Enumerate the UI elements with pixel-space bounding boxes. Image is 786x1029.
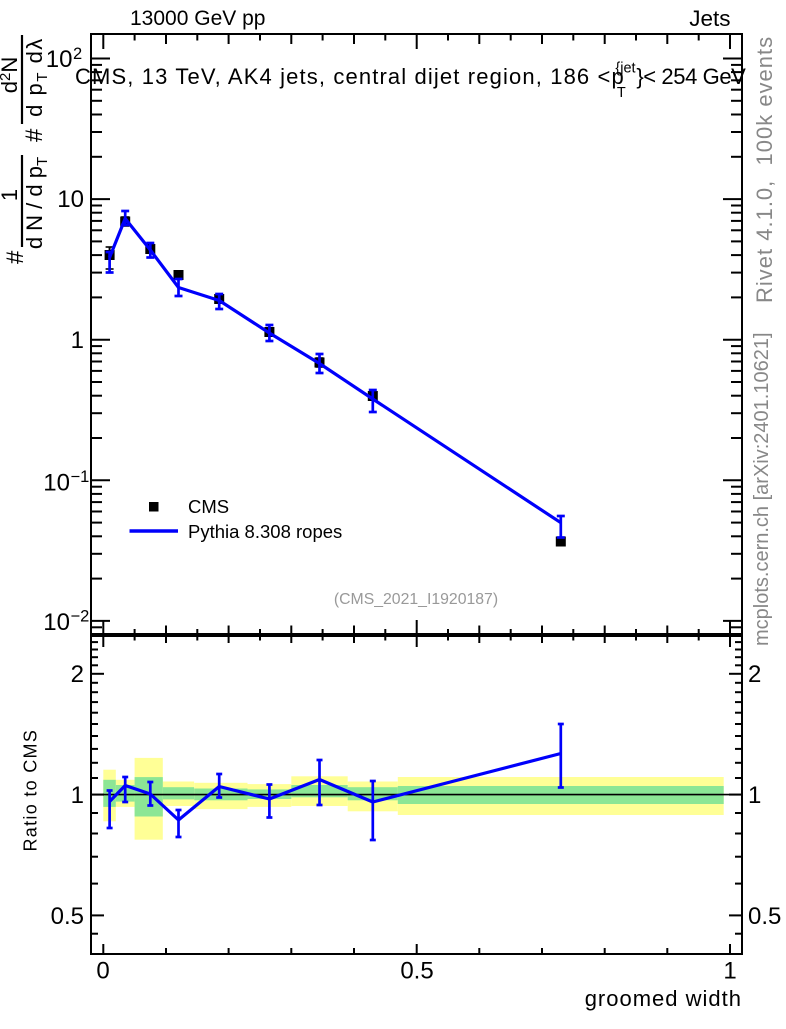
svg-text:mcplots.cern.ch [arXiv:2401.10: mcplots.cern.ch [arXiv:2401.10621]: [751, 332, 773, 646]
svg-text:2: 2: [71, 661, 84, 688]
svg-text:−2: −2: [71, 608, 90, 626]
svg-text:10: 10: [43, 609, 70, 636]
svg-text:2: 2: [73, 45, 82, 63]
svg-text:10: 10: [57, 186, 84, 213]
svg-text:−1: −1: [71, 468, 90, 486]
svg-text:10: 10: [46, 46, 73, 73]
svg-text:0.5: 0.5: [400, 958, 433, 985]
svg-text:1: 1: [71, 327, 84, 354]
svg-text:#: #: [2, 250, 29, 264]
svg-text:#: #: [21, 128, 48, 142]
svg-text:(CMS_2021_I1920187): (CMS_2021_I1920187): [334, 591, 498, 608]
svg-text:2: 2: [748, 661, 761, 688]
svg-text:13000 GeV pp: 13000 GeV pp: [130, 7, 265, 30]
svg-text:Jets: Jets: [689, 6, 730, 31]
svg-text:10: 10: [43, 470, 70, 497]
svg-text:1: 1: [71, 782, 84, 809]
svg-text:CMS: CMS: [188, 496, 229, 517]
svg-text:Ratio to CMS: Ratio to CMS: [21, 729, 41, 852]
svg-text:0.5: 0.5: [748, 903, 781, 930]
svg-text:1: 1: [723, 958, 736, 985]
svg-text:d N / d pT: d N / d pT: [22, 157, 51, 249]
svg-text:Pythia 8.308 ropes: Pythia 8.308 ropes: [188, 521, 342, 542]
svg-text:0: 0: [96, 958, 109, 985]
svg-text:1: 1: [748, 782, 761, 809]
svg-text:0.5: 0.5: [51, 903, 84, 930]
svg-text:Rivet 4.1.0, 100k events: Rivet 4.1.0, 100k events: [752, 36, 777, 303]
svg-text:groomed width: groomed width: [585, 986, 742, 1011]
svg-text:d2N: d2N: [0, 57, 22, 93]
svg-text:1: 1: [0, 189, 22, 201]
